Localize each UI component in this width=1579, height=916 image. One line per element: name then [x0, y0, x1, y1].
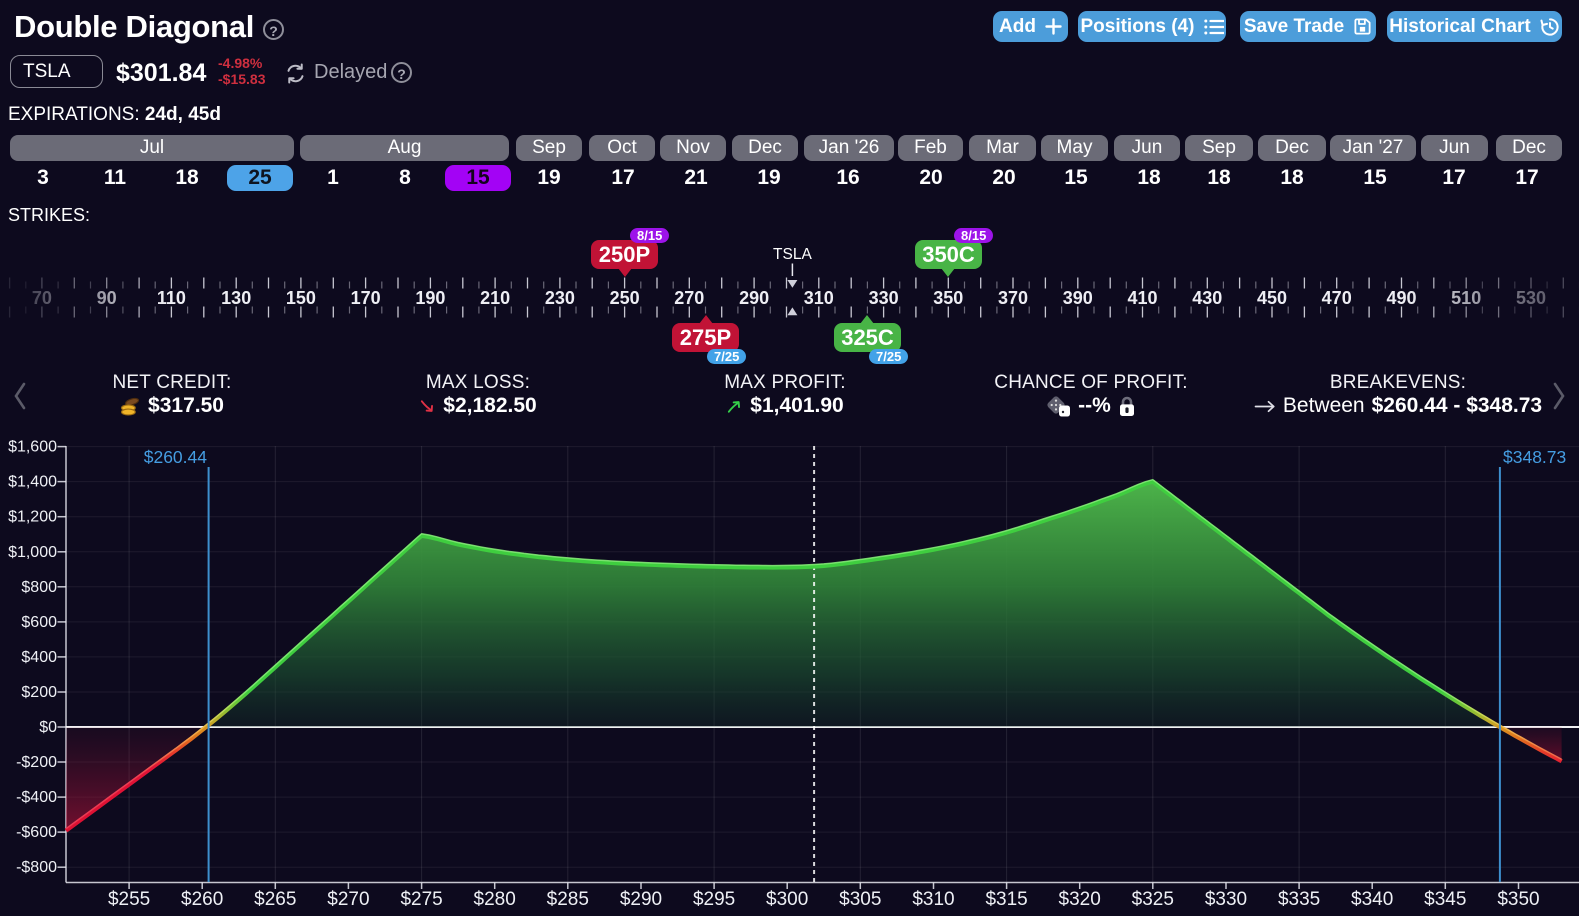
svg-text:$265: $265	[254, 889, 296, 910]
svg-text:$280: $280	[474, 889, 516, 910]
svg-text:530: 530	[1516, 288, 1546, 308]
svg-text:$600: $600	[21, 614, 57, 631]
svg-text:$1,000: $1,000	[8, 544, 57, 561]
svg-text:$348.73: $348.73	[1503, 447, 1566, 467]
svg-text:410: 410	[1127, 288, 1157, 308]
svg-text:170: 170	[351, 288, 381, 308]
svg-text:$290: $290	[620, 889, 662, 910]
svg-text:310: 310	[804, 288, 834, 308]
svg-text:$315: $315	[985, 889, 1027, 910]
svg-text:$1,200: $1,200	[8, 509, 57, 526]
svg-text:-$200: -$200	[16, 754, 57, 771]
svg-text:$260: $260	[181, 889, 223, 910]
svg-text:230: 230	[545, 288, 575, 308]
svg-text:210: 210	[480, 288, 510, 308]
svg-text:TSLA: TSLA	[773, 246, 812, 263]
svg-text:70: 70	[32, 288, 52, 308]
svg-text:270: 270	[674, 288, 704, 308]
svg-text:$345: $345	[1424, 889, 1466, 910]
svg-text:450: 450	[1257, 288, 1287, 308]
svg-text:$350: $350	[1497, 889, 1539, 910]
svg-text:390: 390	[1063, 288, 1093, 308]
svg-text:250: 250	[610, 288, 640, 308]
svg-text:$340: $340	[1351, 889, 1393, 910]
svg-text:$305: $305	[839, 889, 881, 910]
svg-text:$260.44: $260.44	[144, 447, 208, 467]
svg-text:$0: $0	[39, 719, 57, 736]
svg-text:510: 510	[1451, 288, 1481, 308]
svg-text:90: 90	[97, 288, 117, 308]
svg-text:-$600: -$600	[16, 824, 57, 841]
svg-text:$330: $330	[1205, 889, 1247, 910]
svg-text:$800: $800	[21, 579, 57, 596]
svg-text:$200: $200	[21, 684, 57, 701]
svg-text:430: 430	[1192, 288, 1222, 308]
svg-text:470: 470	[1322, 288, 1352, 308]
svg-text:$255: $255	[108, 889, 150, 910]
svg-text:490: 490	[1386, 288, 1416, 308]
svg-text:290: 290	[739, 288, 769, 308]
svg-text:190: 190	[415, 288, 445, 308]
svg-text:$285: $285	[547, 889, 589, 910]
svg-text:$1,600: $1,600	[8, 439, 57, 456]
svg-text:-$400: -$400	[16, 789, 57, 806]
svg-text:$320: $320	[1059, 889, 1101, 910]
svg-text:350: 350	[933, 288, 963, 308]
svg-text:330: 330	[869, 288, 899, 308]
svg-text:$300: $300	[766, 889, 808, 910]
svg-text:$275: $275	[400, 889, 442, 910]
svg-text:$325: $325	[1132, 889, 1174, 910]
svg-text:$295: $295	[693, 889, 735, 910]
svg-text:150: 150	[286, 288, 316, 308]
svg-text:130: 130	[221, 288, 251, 308]
svg-text:$270: $270	[327, 889, 369, 910]
svg-text:-$800: -$800	[16, 859, 57, 876]
svg-text:370: 370	[998, 288, 1028, 308]
svg-text:$310: $310	[912, 889, 954, 910]
svg-text:$335: $335	[1278, 889, 1320, 910]
svg-text:$400: $400	[21, 649, 57, 666]
svg-text:110: 110	[157, 288, 186, 308]
svg-text:$1,400: $1,400	[8, 474, 57, 491]
